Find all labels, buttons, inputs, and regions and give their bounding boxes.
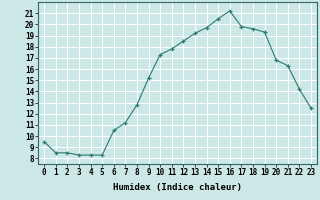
X-axis label: Humidex (Indice chaleur): Humidex (Indice chaleur) xyxy=(113,183,242,192)
